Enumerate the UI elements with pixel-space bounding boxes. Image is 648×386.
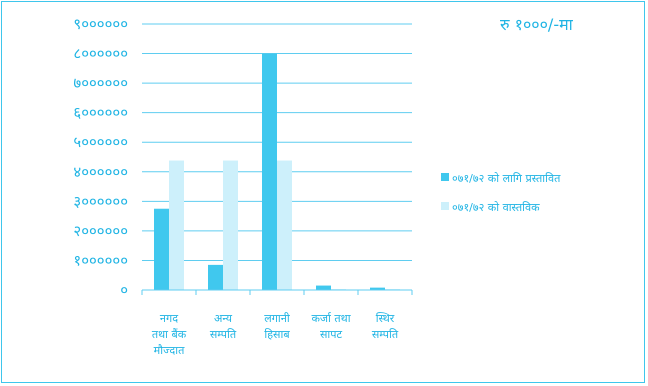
y-tick-label: ५०००००० [73, 133, 128, 151]
bar-proposed [316, 285, 331, 290]
y-tick-label: ७०००००० [73, 74, 128, 92]
legend-swatch [441, 173, 449, 181]
legend-swatch [441, 202, 449, 210]
x-category-label: हिसाब [264, 328, 290, 341]
y-tick-label: ४०००००० [73, 163, 128, 181]
x-category-label: स्थिर [376, 312, 395, 325]
y-tick-label: ० [120, 281, 128, 299]
x-category-label: सम्पति [210, 328, 237, 341]
x-axis [141, 289, 413, 295]
x-category-label: कर्जा तथा [311, 312, 350, 325]
y-tick-label: ३०००००० [73, 192, 128, 210]
y-axis-ticks: ० १०००००० २०००००० ३०००००० ४०००००० ५०००००० ६०००… [73, 15, 128, 299]
bar-actual [277, 160, 292, 290]
x-category-label: मौज्दात [154, 344, 185, 357]
bar-actual [223, 160, 238, 290]
bar-proposed [208, 264, 223, 290]
legend: ०७१/७२ को लागि प्रस्तावित ०७१/७२ को वास्त… [441, 172, 561, 214]
bars [154, 53, 400, 290]
x-category-label: तथा बैंक [152, 328, 187, 341]
legend-label: ०७१/७२ को वास्तविक [452, 201, 540, 214]
y-tick-label: ८०००००० [73, 45, 128, 63]
legend-label: ०७१/७२ को लागि प्रस्तावित [452, 172, 561, 185]
bar-proposed [154, 208, 169, 290]
x-category-label: नगद [160, 312, 178, 325]
bar-proposed [370, 287, 385, 290]
x-axis-categories: नगद तथा बैंक मौज्दात अन्य सम्पति लगानी हिसाब कर… [152, 312, 399, 357]
y-tick-label: ९०००००० [73, 15, 128, 33]
y-tick-label: ६०००००० [73, 104, 128, 122]
unit-note: रु १०००/-मा [500, 15, 574, 34]
y-tick-label: १०००००० [73, 251, 128, 269]
x-category-label: लगानी [264, 312, 290, 325]
x-category-label: अन्य [214, 312, 233, 325]
y-tick-label: २०००००० [73, 222, 128, 240]
bar-proposed [262, 53, 277, 290]
bar-actual [169, 160, 184, 290]
x-category-label: सापट [320, 328, 343, 341]
x-category-label: सम्पति [372, 328, 399, 341]
